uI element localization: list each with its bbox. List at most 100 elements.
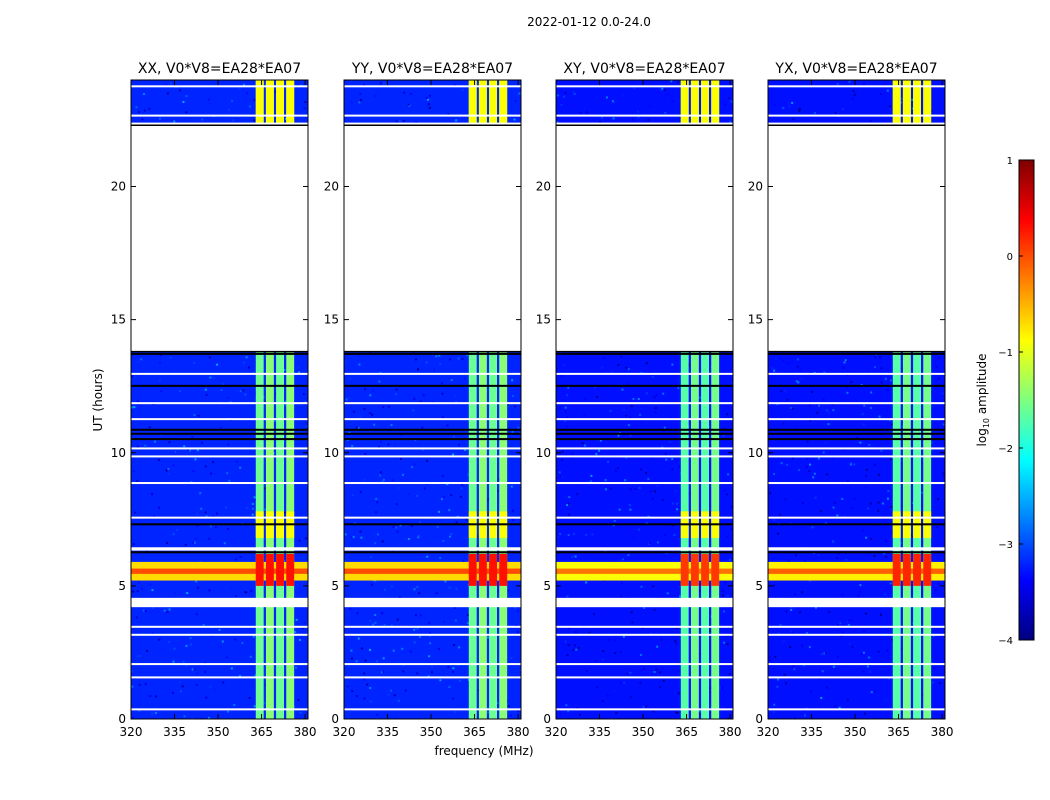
noise-cell bbox=[207, 716, 210, 719]
broadband-rfi-core bbox=[556, 568, 733, 574]
no-data-gap bbox=[344, 125, 521, 352]
rfi-peak bbox=[489, 553, 498, 586]
noise-cell bbox=[566, 416, 569, 419]
noise-cell bbox=[891, 638, 894, 641]
noise-cell bbox=[517, 710, 520, 713]
noise-cell bbox=[418, 521, 421, 524]
noise-cell bbox=[384, 588, 387, 591]
noise-cell bbox=[623, 681, 626, 684]
noise-cell bbox=[410, 524, 413, 527]
noise-cell bbox=[573, 644, 576, 647]
noise-cell bbox=[378, 445, 381, 448]
noise-cell bbox=[209, 525, 212, 528]
noise-cell bbox=[605, 488, 608, 491]
noise-cell bbox=[153, 515, 156, 518]
noise-cell bbox=[813, 112, 816, 115]
noise-cell bbox=[602, 356, 605, 359]
noise-cell bbox=[426, 555, 429, 558]
noise-cell bbox=[454, 394, 457, 397]
noise-cell bbox=[930, 441, 933, 444]
noise-cell bbox=[645, 705, 648, 708]
noise-cell bbox=[783, 673, 786, 676]
noise-cell bbox=[773, 703, 776, 706]
noise-cell bbox=[486, 636, 489, 639]
noise-cell bbox=[414, 614, 417, 617]
flag-line bbox=[556, 633, 733, 636]
flag-line bbox=[131, 418, 308, 421]
noise-cell bbox=[567, 503, 570, 506]
noise-cell bbox=[441, 474, 444, 477]
noise-cell bbox=[253, 496, 256, 499]
noise-cell bbox=[817, 554, 820, 557]
noise-cell bbox=[136, 400, 139, 403]
rfi-peak bbox=[913, 553, 922, 586]
noise-cell bbox=[227, 443, 230, 446]
noise-cell bbox=[576, 657, 579, 660]
noise-cell bbox=[235, 460, 238, 463]
noise-cell bbox=[800, 377, 803, 380]
noise-cell bbox=[632, 118, 635, 121]
broadband-rfi-core bbox=[344, 568, 521, 574]
flag-block bbox=[344, 599, 521, 608]
flag-line bbox=[131, 625, 308, 628]
noise-cell bbox=[724, 103, 727, 106]
noise-cell bbox=[151, 493, 154, 496]
rfi-bright-segment bbox=[276, 80, 285, 126]
noise-cell bbox=[708, 425, 711, 428]
noise-cell bbox=[346, 685, 349, 688]
noise-cell bbox=[252, 684, 255, 687]
noise-cell bbox=[382, 478, 385, 481]
x-tick-label: 380 bbox=[719, 725, 742, 739]
noise-cell bbox=[934, 589, 937, 592]
noise-cell bbox=[425, 361, 428, 364]
noise-cell bbox=[786, 463, 789, 466]
noise-cell bbox=[383, 623, 386, 626]
noise-cell bbox=[797, 381, 800, 384]
noise-cell bbox=[698, 589, 701, 592]
noise-cell bbox=[158, 117, 161, 120]
noise-cell bbox=[374, 614, 377, 617]
noise-cell bbox=[640, 468, 643, 471]
noise-cell bbox=[173, 369, 176, 372]
noise-cell bbox=[347, 397, 350, 400]
noise-cell bbox=[356, 612, 359, 615]
noise-cell bbox=[601, 658, 604, 661]
noise-cell bbox=[559, 712, 562, 715]
noise-cell bbox=[629, 508, 632, 511]
noise-cell bbox=[185, 664, 188, 667]
noise-cell bbox=[584, 444, 587, 447]
noise-cell bbox=[785, 610, 788, 613]
noise-cell bbox=[784, 389, 787, 392]
noise-cell bbox=[617, 467, 620, 470]
noise-cell bbox=[193, 413, 196, 416]
noise-cell bbox=[412, 409, 415, 412]
noise-cell bbox=[140, 358, 143, 361]
flag-line bbox=[344, 676, 521, 679]
noise-cell bbox=[622, 409, 625, 412]
noise-cell bbox=[772, 584, 775, 587]
noise-cell bbox=[355, 695, 358, 698]
noise-cell bbox=[801, 591, 804, 594]
noise-cell bbox=[391, 479, 394, 482]
noise-cell bbox=[459, 679, 462, 682]
noise-cell bbox=[778, 513, 781, 516]
noise-cell bbox=[219, 427, 222, 430]
dark-line bbox=[344, 352, 521, 355]
noise-cell bbox=[401, 647, 404, 650]
noise-cell bbox=[776, 532, 779, 535]
noise-cell bbox=[371, 413, 374, 416]
noise-cell bbox=[196, 525, 199, 528]
noise-cell bbox=[624, 479, 627, 482]
noise-cell bbox=[191, 436, 194, 439]
noise-cell bbox=[645, 472, 648, 475]
noise-cell bbox=[607, 460, 610, 463]
noise-cell bbox=[487, 519, 490, 522]
noise-cell bbox=[377, 89, 380, 92]
noise-cell bbox=[689, 84, 692, 87]
dark-line bbox=[131, 551, 308, 554]
noise-cell bbox=[564, 91, 567, 94]
noise-cell bbox=[566, 654, 569, 657]
flag-line bbox=[768, 633, 945, 636]
noise-cell bbox=[814, 606, 817, 609]
noise-cell bbox=[877, 501, 880, 504]
